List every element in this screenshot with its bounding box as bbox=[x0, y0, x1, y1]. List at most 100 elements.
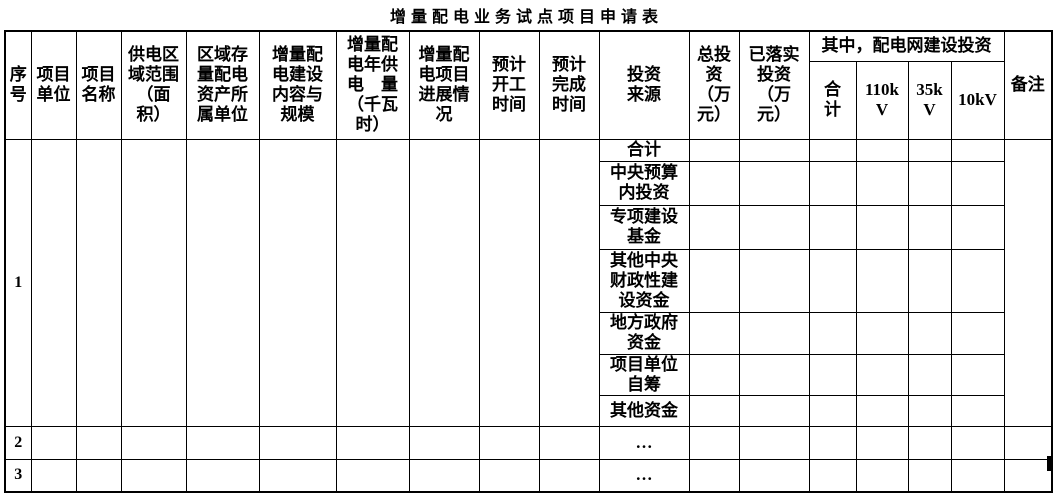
cell-funding-source-ellipsis: … bbox=[598, 425, 690, 460]
cell-stock-asset-unit bbox=[185, 425, 260, 460]
cell-planned-start bbox=[478, 425, 540, 460]
cell-total-investment bbox=[688, 138, 740, 162]
cell-secured-investment bbox=[738, 248, 810, 313]
cell-35kv bbox=[907, 394, 952, 427]
cell-remarks bbox=[1003, 458, 1053, 493]
col-header-serial: 序 号 bbox=[4, 30, 32, 140]
cell-remarks bbox=[1003, 138, 1053, 427]
cell-total-investment bbox=[688, 353, 740, 396]
cell-stock-asset-unit bbox=[185, 138, 260, 427]
cell-secured-investment bbox=[738, 138, 810, 162]
cell-secured-investment bbox=[738, 425, 810, 460]
cell-funding-source-local-government: 地方政府 资金 bbox=[598, 311, 690, 355]
cell-project-name bbox=[75, 425, 122, 460]
cell-grid-total bbox=[808, 353, 857, 396]
cell-supply-area bbox=[120, 138, 187, 427]
cell-grid-total bbox=[808, 311, 857, 355]
col-header-grid-investment-group: 其中，配电网建设投资 bbox=[808, 30, 1005, 62]
cell-serial: 1 bbox=[4, 138, 32, 427]
cell-10kv bbox=[950, 353, 1005, 396]
cell-35kv bbox=[907, 353, 952, 396]
cell-total-investment bbox=[688, 394, 740, 427]
col-header-annual-supply: 增量配 电年供 电 量 （千瓦 时） bbox=[335, 30, 410, 140]
cell-project-progress bbox=[408, 425, 480, 460]
cell-secured-investment bbox=[738, 458, 810, 493]
cell-grid-total bbox=[808, 204, 857, 250]
table-header: 序 号 项目 单位 项目 名称 供电区 域范围 （面 积） 区域存 量配电 资产… bbox=[4, 30, 1053, 140]
cell-serial: 2 bbox=[4, 425, 32, 460]
table-row: 其他中央 财政性建 设资金 bbox=[5, 248, 1052, 313]
cell-110kv bbox=[855, 394, 909, 427]
col-header-110kv: 110k V bbox=[855, 60, 909, 140]
cell-planned-finish bbox=[538, 425, 600, 460]
cell-35kv bbox=[907, 138, 952, 162]
cell-project-name bbox=[75, 138, 122, 427]
cell-funding-source-self-raised: 项目单位 自筹 bbox=[598, 353, 690, 396]
cursor-artifact bbox=[1047, 456, 1053, 471]
cell-grid-total bbox=[808, 138, 857, 162]
col-header-project-name: 项目 名称 bbox=[75, 30, 122, 140]
table-body: 1 合计 中央预算 内投资 bbox=[4, 138, 1053, 493]
cell-project-unit bbox=[30, 458, 77, 493]
cell-project-unit bbox=[30, 138, 77, 427]
table-row: 1 合计 bbox=[4, 138, 1053, 427]
cell-total-investment bbox=[688, 160, 740, 206]
cell-110kv bbox=[855, 458, 909, 493]
cell-10kv bbox=[950, 248, 1005, 313]
cell-secured-investment bbox=[738, 394, 810, 427]
cell-stock-asset-unit bbox=[185, 458, 260, 493]
cell-annual-supply bbox=[335, 458, 410, 493]
cell-35kv bbox=[907, 458, 952, 493]
cell-total-investment bbox=[688, 458, 740, 493]
cell-110kv bbox=[855, 160, 909, 206]
cell-10kv bbox=[950, 311, 1005, 355]
cell-funding-source-central-budget: 中央预算 内投资 bbox=[598, 160, 690, 206]
cell-35kv bbox=[907, 248, 952, 313]
cell-grid-total bbox=[808, 425, 857, 460]
table-row: 3 … bbox=[4, 458, 1053, 493]
cell-planned-finish bbox=[538, 138, 600, 427]
cell-35kv bbox=[907, 425, 952, 460]
cell-10kv bbox=[950, 394, 1005, 427]
cell-funding-source-special-fund: 专项建设 基金 bbox=[598, 204, 690, 250]
cell-project-unit bbox=[30, 425, 77, 460]
cell-secured-investment bbox=[738, 311, 810, 355]
cell-35kv bbox=[907, 204, 952, 250]
cell-grid-total bbox=[808, 458, 857, 493]
cell-construction-content bbox=[258, 425, 337, 460]
cell-110kv bbox=[855, 248, 909, 313]
cell-grid-total bbox=[808, 248, 857, 313]
col-header-supply-area: 供电区 域范围 （面 积） bbox=[120, 30, 187, 140]
col-header-grid-total: 合 计 bbox=[808, 60, 857, 140]
cell-planned-start bbox=[478, 458, 540, 493]
cell-total-investment bbox=[688, 425, 740, 460]
col-header-10kv: 10kV bbox=[950, 60, 1005, 140]
cell-construction-content bbox=[258, 458, 337, 493]
cell-remarks bbox=[1003, 425, 1053, 460]
cell-funding-source-ellipsis: … bbox=[598, 458, 690, 493]
cell-10kv bbox=[950, 204, 1005, 250]
cell-grid-total bbox=[808, 394, 857, 427]
col-header-stock-asset-unit: 区域存 量配电 资产所 属单位 bbox=[185, 30, 260, 140]
cell-secured-investment bbox=[738, 160, 810, 206]
cell-project-name bbox=[75, 458, 122, 493]
cell-total-investment bbox=[688, 311, 740, 355]
application-table: 序 号 项目 单位 项目 名称 供电区 域范围 （面 积） 区域存 量配电 资产… bbox=[4, 30, 1053, 493]
table-row: 2 … bbox=[4, 425, 1053, 460]
cell-secured-investment bbox=[738, 204, 810, 250]
cell-annual-supply bbox=[335, 138, 410, 427]
cell-10kv bbox=[950, 458, 1005, 493]
page-title: 增量配电业务试点项目申请表 bbox=[389, 9, 663, 26]
cell-project-progress bbox=[408, 138, 480, 427]
col-header-planned-start: 预计 开工 时间 bbox=[478, 30, 540, 140]
cell-35kv bbox=[907, 160, 952, 206]
col-header-project-progress: 增量配 电项目 进展情 况 bbox=[408, 30, 480, 140]
cell-total-investment bbox=[688, 204, 740, 250]
cell-supply-area bbox=[120, 458, 187, 493]
cell-110kv bbox=[855, 204, 909, 250]
cell-annual-supply bbox=[335, 425, 410, 460]
col-header-total-investment: 总投 资 （万 元） bbox=[688, 30, 740, 140]
col-header-project-unit: 项目 单位 bbox=[30, 30, 77, 140]
cell-10kv bbox=[950, 425, 1005, 460]
